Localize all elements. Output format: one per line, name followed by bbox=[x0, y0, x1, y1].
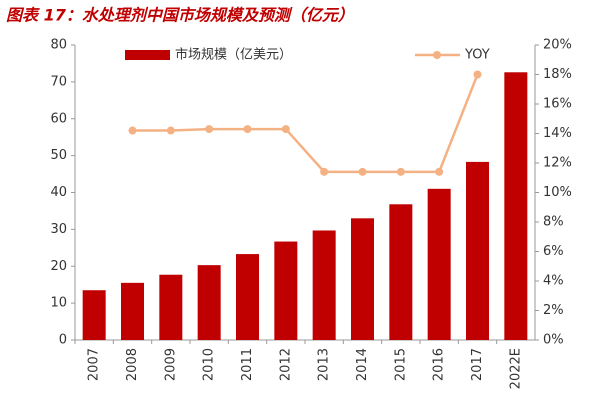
y-tick-label: 60 bbox=[50, 111, 67, 126]
y-tick-label: 80 bbox=[50, 38, 67, 53]
line-marker bbox=[281, 125, 290, 134]
y2-tick-label: 8% bbox=[543, 215, 564, 230]
legend-label: 市场规模（亿美元） bbox=[175, 47, 292, 63]
y2-tick-label: 6% bbox=[543, 244, 564, 259]
y2-tick-label: 12% bbox=[543, 156, 572, 171]
y2-tick-label: 4% bbox=[543, 274, 564, 289]
x-tick-label: 2015 bbox=[393, 348, 408, 381]
y2-tick-label: 2% bbox=[543, 303, 564, 318]
x-tick-label: 2022E bbox=[508, 348, 523, 389]
line-marker bbox=[320, 167, 329, 176]
y-tick-label: 30 bbox=[50, 222, 67, 237]
x-tick-label: 2010 bbox=[202, 348, 217, 381]
bar bbox=[159, 274, 183, 340]
y-tick-label: 50 bbox=[50, 148, 67, 163]
x-tick-label: 2014 bbox=[355, 348, 370, 381]
bar bbox=[466, 161, 489, 340]
line-marker bbox=[435, 167, 444, 176]
y2-tick-label: 10% bbox=[543, 185, 572, 200]
chart-title: 图表 17：水处理剂中国市场规模及预测（亿元） bbox=[6, 6, 354, 25]
y2-tick-label: 20% bbox=[543, 38, 572, 53]
bar bbox=[312, 230, 336, 340]
bar bbox=[351, 218, 374, 340]
x-tick-label: 2007 bbox=[87, 348, 102, 381]
line-marker bbox=[243, 125, 252, 134]
x-tick-label: 2009 bbox=[163, 348, 178, 381]
line bbox=[132, 74, 479, 174]
line-marker bbox=[396, 167, 405, 176]
x-tick-label: 2013 bbox=[317, 348, 332, 381]
x-tick-label: 2017 bbox=[470, 348, 485, 381]
line-marker bbox=[166, 126, 175, 135]
bar bbox=[427, 188, 451, 340]
bar bbox=[197, 265, 221, 340]
bar bbox=[121, 282, 144, 340]
y-tick-label: 10 bbox=[50, 296, 67, 311]
line-marker bbox=[205, 125, 214, 134]
bar bbox=[389, 204, 413, 340]
bar bbox=[236, 254, 259, 340]
x-tick-label: 2008 bbox=[125, 348, 140, 381]
legend-swatch bbox=[433, 51, 441, 59]
legend-label: YOY bbox=[464, 48, 490, 63]
y-tick-label: 20 bbox=[50, 259, 67, 274]
x-tick-label: 2016 bbox=[432, 348, 447, 381]
bar bbox=[274, 241, 298, 340]
y-tick-label: 0 bbox=[59, 333, 67, 348]
line-marker bbox=[128, 126, 137, 135]
legend-swatch bbox=[125, 50, 170, 60]
bar bbox=[504, 72, 528, 340]
x-tick-label: 2012 bbox=[278, 348, 293, 381]
bar bbox=[82, 290, 106, 340]
x-tick-label: 2011 bbox=[240, 348, 255, 381]
line-marker bbox=[358, 167, 367, 176]
y2-tick-label: 16% bbox=[543, 97, 572, 112]
y2-tick-label: 14% bbox=[543, 126, 572, 141]
y2-tick-label: 18% bbox=[543, 67, 572, 82]
line-marker bbox=[473, 70, 482, 79]
y2-tick-label: 0% bbox=[543, 333, 564, 348]
y-tick-label: 40 bbox=[50, 185, 67, 200]
y-tick-label: 70 bbox=[50, 74, 67, 89]
